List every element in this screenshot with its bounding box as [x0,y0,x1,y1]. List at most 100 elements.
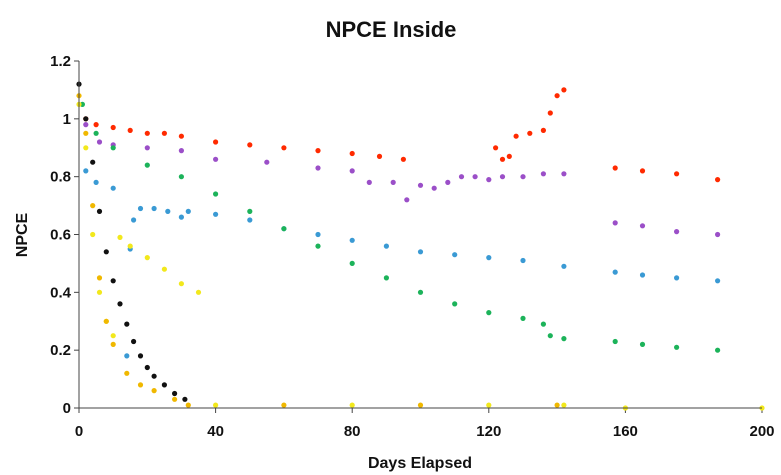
data-point [281,402,287,408]
data-point [445,179,451,185]
data-point [172,396,178,402]
data-point [182,396,188,402]
data-point [417,249,424,255]
data-point [520,257,526,264]
data-point [144,145,150,151]
data-point [674,275,680,281]
series-1 [83,122,721,238]
y-tick-label: 0.8 [50,169,71,186]
data-point [390,179,396,185]
data-point [110,185,116,191]
data-point [486,402,492,408]
data-point [499,174,506,180]
data-point [144,364,150,371]
data-point [349,150,355,157]
series-4 [76,101,765,411]
data-point [127,127,133,133]
data-point [281,145,287,151]
data-point [561,87,567,93]
y-tick-label: 0.6 [50,227,71,244]
data-point [213,402,219,408]
data-point [554,93,560,99]
data-point [110,278,116,284]
data-point [639,272,646,278]
data-point [151,373,157,379]
data-point [383,243,389,249]
data-point [195,289,202,295]
data-point [540,171,547,177]
y-tick-label: 0.4 [50,284,72,301]
data-point [90,159,96,165]
data-point [527,130,533,136]
data-point [315,231,321,238]
data-point [486,255,492,261]
data-point [458,174,465,180]
data-point [110,124,116,131]
data-point [185,208,191,214]
data-point [137,353,144,359]
data-point [103,318,109,324]
data-point [247,217,253,223]
series-3 [79,101,721,353]
data-point [376,153,383,159]
data-point [93,179,99,185]
data-point [674,344,680,350]
data-point [561,171,567,177]
data-point [178,214,184,220]
series-5 [76,93,560,408]
x-tick-label: 120 [476,423,501,440]
data-point [178,174,184,180]
data-point [178,148,184,154]
data-point [90,203,96,209]
data-point [144,162,150,168]
data-point [161,130,167,136]
data-point [547,110,553,116]
data-point [404,197,410,203]
x-axis-label: Days Elapsed [368,455,472,472]
data-point [131,217,137,223]
data-point [472,174,478,180]
data-point [83,168,89,174]
x-tick-label: 0 [75,423,83,440]
data-point [715,231,721,238]
data-point [349,168,355,174]
y-tick-label: 1.2 [50,53,71,70]
data-point [639,223,646,229]
data-point [520,174,526,180]
x-tick-label: 160 [613,423,638,440]
data-point [486,310,492,316]
data-point [172,390,178,397]
series-layer [76,81,765,411]
data-point [612,269,618,275]
data-point [213,156,219,162]
data-point [110,145,116,151]
data-point [151,205,157,212]
data-point [715,278,721,284]
data-point [131,338,137,345]
data-point [161,382,167,388]
data-point [83,130,89,136]
data-point [117,301,123,307]
data-point [513,133,519,139]
data-point [93,122,99,128]
x-axis-ticks: 0 40 80 120 160 200 [75,408,775,440]
y-tick-label: 1 [63,111,71,128]
data-point [349,260,355,266]
data-point [93,130,99,136]
x-tick-label: 200 [749,423,774,440]
data-point [264,159,270,165]
data-point [83,145,89,151]
data-point [561,336,567,342]
data-point [612,165,618,171]
data-point [124,321,130,327]
data-point [540,321,547,327]
data-point [247,208,253,214]
data-point [452,301,458,307]
data-point [185,402,191,408]
data-point [103,249,109,255]
data-point [144,255,150,261]
data-point [213,191,219,197]
y-tick-label: 0.2 [50,342,71,359]
y-axis-label: NPCE [14,212,31,257]
